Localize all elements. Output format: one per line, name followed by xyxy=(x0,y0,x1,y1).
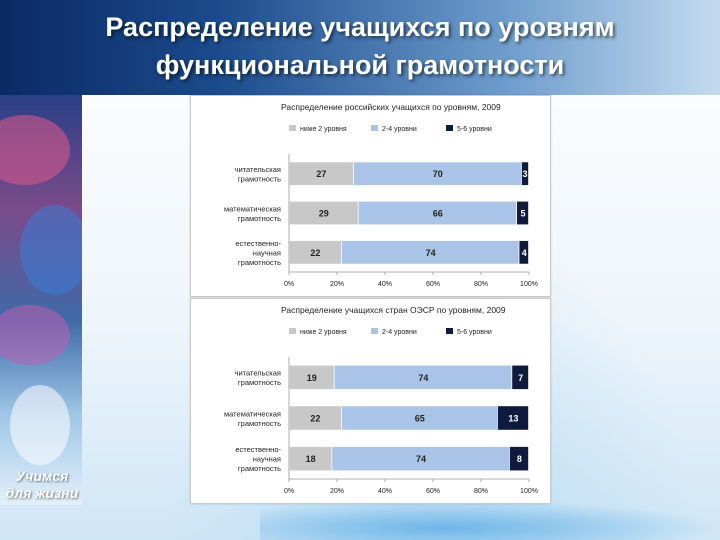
bar-segment xyxy=(512,365,529,390)
data-label: 66 xyxy=(433,209,443,219)
data-label: 7 xyxy=(518,373,523,383)
data-label: 4 xyxy=(522,248,527,258)
bar-segment xyxy=(289,446,332,471)
x-tick-label: 100% xyxy=(520,488,538,495)
x-tick-label: 60% xyxy=(426,488,440,495)
bar-segment xyxy=(332,446,509,471)
category-label: читательская xyxy=(235,369,281,378)
legend-swatch xyxy=(289,125,296,131)
category-label: грамотность xyxy=(238,214,281,223)
category-label: читательская xyxy=(235,165,281,174)
strip-shape xyxy=(0,115,70,185)
x-tick-label: 80% xyxy=(474,488,488,495)
bar-segment xyxy=(497,406,529,430)
strip-shape xyxy=(20,205,82,295)
bar-segment xyxy=(517,201,529,225)
category-label: естественно- xyxy=(235,239,281,248)
category-label: математическая xyxy=(224,204,281,213)
data-label: 74 xyxy=(418,373,428,383)
x-tick-label: 40% xyxy=(378,281,392,288)
bar-segment xyxy=(521,162,529,186)
bar-segment xyxy=(353,162,521,186)
bar-segment xyxy=(289,201,358,225)
data-label: 22 xyxy=(310,414,320,424)
bar-segment xyxy=(289,365,334,390)
data-label: 19 xyxy=(307,373,317,383)
data-label: 3 xyxy=(522,169,527,179)
bar-segment xyxy=(289,406,341,430)
chart-russia: Распределение российских учащихся по уро… xyxy=(224,102,538,288)
slide-title-line2: функциональной грамотности xyxy=(155,50,565,80)
data-label: 74 xyxy=(416,454,426,464)
legend-label: 5-6 уровни xyxy=(457,126,492,133)
chart-title: Распределение российских учащихся по уро… xyxy=(281,102,501,112)
chart-title: Распределение учащихся стран ОЭСР по уро… xyxy=(281,305,506,315)
chart-panel-oecd: Распределение учащихся стран ОЭСР по уро… xyxy=(190,298,551,504)
logo-line1: Учимся xyxy=(15,468,69,484)
data-label: 70 xyxy=(433,169,443,179)
x-tick-label: 0% xyxy=(284,488,294,495)
chart-oecd: Распределение учащихся стран ОЭСР по уро… xyxy=(224,305,538,495)
legend-label: 2-4 уровни xyxy=(382,329,417,336)
data-label: 8 xyxy=(517,454,522,464)
legend-swatch xyxy=(289,328,296,334)
category-label: научная xyxy=(253,248,281,257)
data-label: 65 xyxy=(415,414,425,424)
strip-shape xyxy=(10,385,70,465)
legend-label: 5-6 уровни xyxy=(457,329,492,336)
category-label: грамотность xyxy=(238,419,281,428)
logo-line2: для жизни xyxy=(5,485,79,501)
data-label: 18 xyxy=(306,454,316,464)
data-label: 5 xyxy=(520,209,525,219)
category-label: естественно- xyxy=(235,445,281,454)
bar-segment xyxy=(289,240,341,264)
x-tick-label: 40% xyxy=(378,488,392,495)
category-label: научная xyxy=(253,455,281,464)
bar-segment xyxy=(358,201,517,225)
data-label: 74 xyxy=(426,248,436,258)
slide-title-line1: Распределение учащихся по уровням xyxy=(105,12,615,42)
legend-label: 2-4 уровни xyxy=(382,126,417,133)
x-tick-label: 0% xyxy=(284,281,294,288)
category-label: грамотность xyxy=(238,258,281,267)
chart-panel-russia: Распределение российских учащихся по уро… xyxy=(190,95,551,297)
title-bar: Распределение учащихся по уровням функци… xyxy=(0,0,720,95)
bar-segment xyxy=(334,365,512,390)
bar-segment xyxy=(341,240,519,264)
legend-label: ниже 2 уровня xyxy=(300,329,347,336)
legend-swatch xyxy=(371,125,378,131)
bottom-decoration xyxy=(260,500,720,540)
bar-segment xyxy=(341,406,497,430)
category-label: грамотность xyxy=(238,174,281,183)
legend-swatch xyxy=(446,125,453,131)
category-label: грамотность xyxy=(238,464,281,473)
legend-swatch xyxy=(371,328,378,334)
data-label: 27 xyxy=(316,169,326,179)
x-tick-label: 100% xyxy=(520,281,538,288)
data-label: 29 xyxy=(319,209,329,219)
x-tick-label: 20% xyxy=(330,488,344,495)
strip-shape xyxy=(0,305,70,365)
category-label: грамотность xyxy=(238,378,281,387)
x-tick-label: 20% xyxy=(330,281,344,288)
legend-label: ниже 2 уровня xyxy=(300,126,347,133)
category-label: математическая xyxy=(224,409,281,418)
logo: Учимся для жизни xyxy=(2,468,82,502)
legend-swatch xyxy=(446,328,453,334)
slide-title: Распределение учащихся по уровням функци… xyxy=(20,8,700,84)
data-label: 22 xyxy=(310,248,320,258)
x-tick-label: 80% xyxy=(474,281,488,288)
bar-segment xyxy=(519,240,529,264)
data-label: 13 xyxy=(508,414,518,424)
bar-segment xyxy=(289,162,353,186)
x-tick-label: 60% xyxy=(426,281,440,288)
bar-segment xyxy=(509,446,529,471)
decorative-strip xyxy=(0,95,82,505)
